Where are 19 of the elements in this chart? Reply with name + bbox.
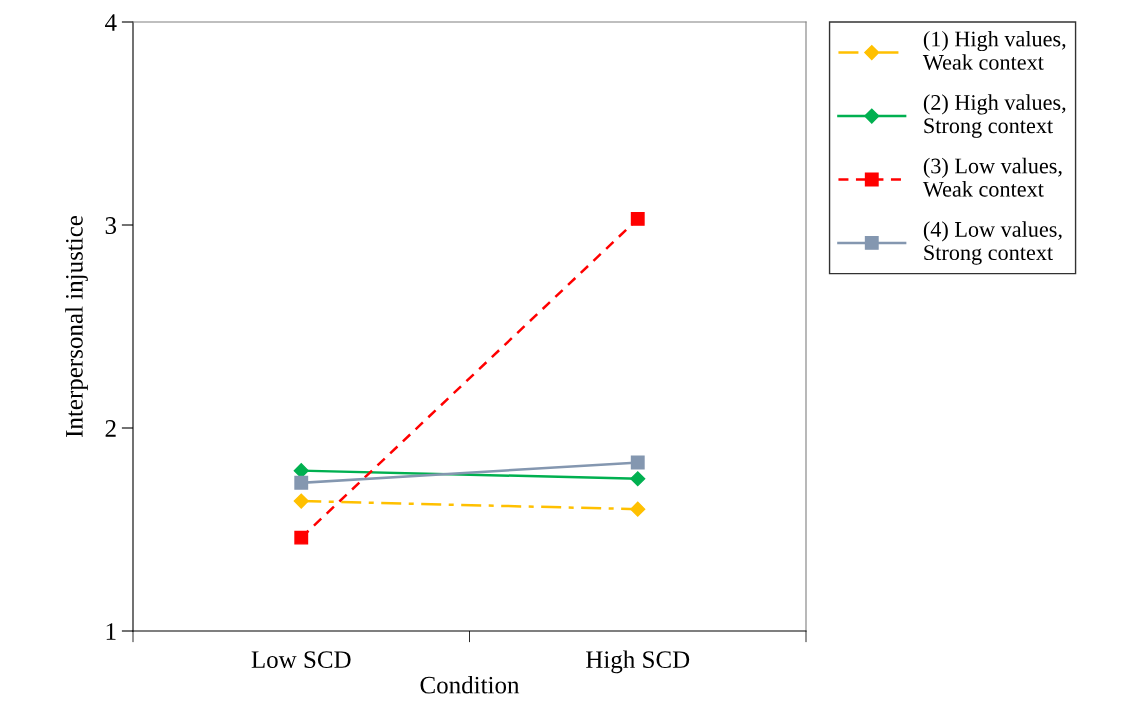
point bbox=[630, 471, 646, 487]
point bbox=[294, 530, 309, 545]
legend-label: (1) High values, Weak context bbox=[922, 30, 1066, 70]
y-tick-label: 1 bbox=[106, 623, 116, 640]
x-tick-label: Low SCD bbox=[251, 651, 351, 669]
x-axis-title: Condition bbox=[420, 675, 520, 694]
y-axis-title: Interpersonal injustice bbox=[65, 215, 88, 438]
point bbox=[293, 493, 309, 509]
point bbox=[630, 211, 645, 226]
x-tick-label: High SCD bbox=[586, 650, 690, 674]
point bbox=[630, 455, 645, 470]
point bbox=[294, 475, 309, 490]
legend-label: (2) High values, Strong context bbox=[923, 94, 1066, 138]
y-tick-label: 3 bbox=[105, 217, 117, 234]
y-tick-label: 2 bbox=[105, 420, 116, 437]
y-tick-label: 4 bbox=[105, 14, 117, 31]
point bbox=[630, 501, 646, 517]
legend-label: (4) Low values, Strong context bbox=[923, 221, 1062, 265]
legend-label: (3) Low values, Weak context bbox=[922, 157, 1062, 197]
